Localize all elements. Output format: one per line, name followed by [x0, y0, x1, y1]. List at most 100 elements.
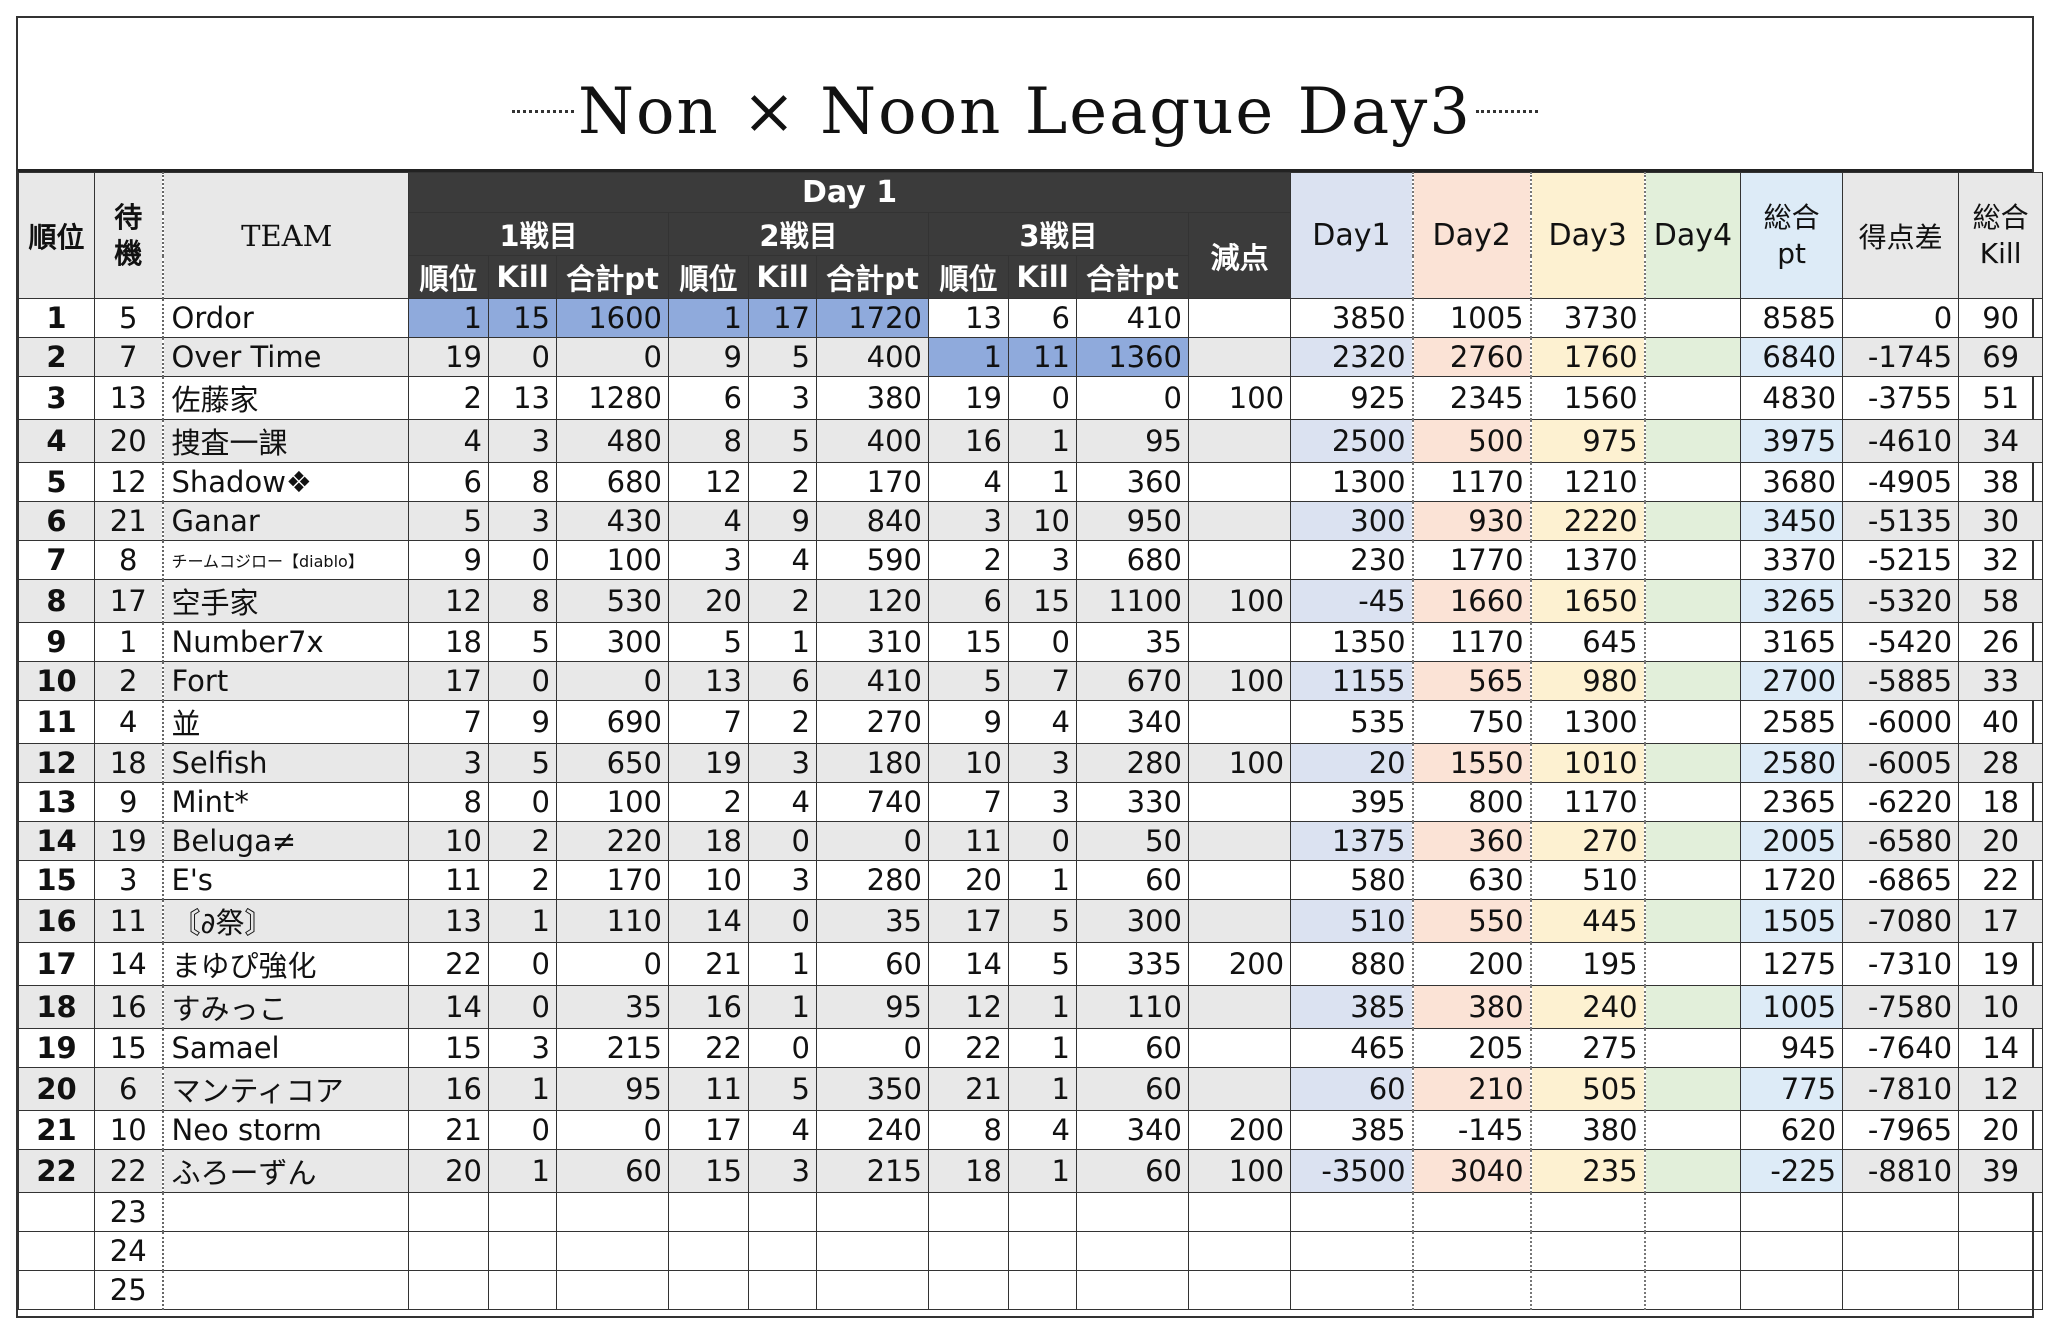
- day1-cell: 510: [1290, 899, 1414, 943]
- match1-rank-cell: 3: [408, 743, 489, 783]
- total-pt-cell: 1275: [1740, 942, 1844, 986]
- penalty-cell: [1187, 985, 1292, 1029]
- rank-cell: [18, 1231, 95, 1271]
- day1-cell: 395: [1290, 782, 1414, 822]
- diff-cell: -8810: [1842, 1149, 1960, 1193]
- match1-points-cell: 0: [556, 1110, 669, 1150]
- match3-rank-cell: 14: [928, 942, 1009, 986]
- day3-cell: 270: [1530, 821, 1646, 861]
- header-m1-rank: 順位: [408, 255, 489, 299]
- total-kill-cell: 33: [1958, 661, 2044, 701]
- day4-cell: [1644, 501, 1742, 541]
- match3-kill-cell: 4: [1008, 1110, 1077, 1150]
- empty-cell: [928, 1192, 1009, 1232]
- match1-kill-cell: 1: [488, 899, 557, 943]
- penalty-cell: [1187, 1067, 1292, 1111]
- match3-kill-cell: 7: [1008, 661, 1077, 701]
- match1-kill-cell: 15: [488, 298, 557, 338]
- standby-cell: 4: [94, 700, 163, 744]
- match3-rank-cell: 21: [928, 1067, 1009, 1111]
- total-pt-cell: 3680: [1740, 462, 1844, 502]
- match2-rank-cell: 11: [668, 1067, 749, 1111]
- match1-rank-cell: 17: [408, 661, 489, 701]
- match2-rank-cell: 15: [668, 1149, 749, 1193]
- standby-cell: 2: [94, 661, 163, 701]
- match1-kill-cell: 0: [488, 337, 557, 377]
- match3-rank-cell: 7: [928, 782, 1009, 822]
- empty-row: 23: [18, 1192, 2044, 1232]
- match3-kill-cell: 1: [1008, 985, 1077, 1029]
- match2-points-cell: 95: [816, 985, 929, 1029]
- standby-cell: 16: [94, 985, 163, 1029]
- day2-cell: 800: [1412, 782, 1532, 822]
- match2-rank-cell: 5: [668, 622, 749, 662]
- match2-kill-cell: 5: [748, 337, 817, 377]
- day3-cell: 1010: [1530, 743, 1646, 783]
- match1-points-cell: 650: [556, 743, 669, 783]
- day3-cell: 980: [1530, 661, 1646, 701]
- match1-kill-cell: 2: [488, 821, 557, 861]
- match3-rank-cell: 10: [928, 743, 1009, 783]
- penalty-cell: [1187, 622, 1292, 662]
- match3-kill-cell: 1: [1008, 1067, 1077, 1111]
- diff-cell: -6865: [1842, 860, 1960, 900]
- day2-cell: [1412, 1270, 1532, 1310]
- diff-cell: -5320: [1842, 579, 1960, 623]
- day3-cell: 195: [1530, 942, 1646, 986]
- match1-points-cell: 1280: [556, 376, 669, 420]
- day2-cell: 1170: [1412, 622, 1532, 662]
- total-kill-cell: [1958, 1192, 2044, 1232]
- match1-points-cell: 35: [556, 985, 669, 1029]
- match2-points-cell: 380: [816, 376, 929, 420]
- match2-rank-cell: 7: [668, 700, 749, 744]
- empty-cell: [668, 1231, 749, 1271]
- day1-cell: 3850: [1290, 298, 1414, 338]
- empty-cell: [668, 1192, 749, 1232]
- empty-cell: [816, 1231, 929, 1271]
- total-kill-cell: [1958, 1270, 2044, 1310]
- day1-cell: 535: [1290, 700, 1414, 744]
- day3-cell: 1210: [1530, 462, 1646, 502]
- empty-cell: [556, 1231, 669, 1271]
- match1-kill-cell: 8: [488, 462, 557, 502]
- header-match2: 2戦目: [668, 212, 929, 256]
- day4-cell: [1644, 821, 1742, 861]
- day2-cell: 200: [1412, 942, 1532, 986]
- match2-rank-cell: 22: [668, 1028, 749, 1068]
- header-m1-pts: 合計pt: [556, 255, 669, 299]
- match1-kill-cell: 1: [488, 1067, 557, 1111]
- match3-points-cell: 300: [1076, 899, 1189, 943]
- match3-points-cell: 60: [1076, 1028, 1189, 1068]
- day2-cell: 1170: [1412, 462, 1532, 502]
- total-kill-cell: 40: [1958, 700, 2044, 744]
- day3-cell: 3730: [1530, 298, 1646, 338]
- table-row: 4 20 捜査一課 4 3 480 8 5 400 16 1 95 2500 500 975 3975 -461…: [18, 419, 2044, 463]
- empty-cell: [1076, 1192, 1189, 1232]
- header-match1: 1戦目: [408, 212, 669, 256]
- match1-rank-cell: 22: [408, 942, 489, 986]
- day3-cell: [1530, 1270, 1646, 1310]
- match1-kill-cell: 3: [488, 419, 557, 463]
- day4-cell: [1644, 700, 1742, 744]
- match3-points-cell: 680: [1076, 540, 1189, 580]
- rank-cell: 15: [18, 860, 95, 900]
- day4-cell: [1644, 661, 1742, 701]
- empty-cell: [748, 1231, 817, 1271]
- match3-points-cell: 60: [1076, 1067, 1189, 1111]
- standby-cell: 7: [94, 337, 163, 377]
- match1-kill-cell: 3: [488, 1028, 557, 1068]
- diff-cell: -6580: [1842, 821, 1960, 861]
- match2-rank-cell: 18: [668, 821, 749, 861]
- match1-rank-cell: 1: [408, 298, 489, 338]
- total-kill-cell: 18: [1958, 782, 2044, 822]
- total-kill-cell: 17: [1958, 899, 2044, 943]
- total-pt-cell: [1740, 1270, 1844, 1310]
- match1-rank-cell: 8: [408, 782, 489, 822]
- match1-points-cell: 95: [556, 1067, 669, 1111]
- match2-rank-cell: 9: [668, 337, 749, 377]
- total-pt-cell: [1740, 1231, 1844, 1271]
- match2-kill-cell: 2: [748, 462, 817, 502]
- team-name-cell: まゆぴ強化: [161, 942, 409, 986]
- match2-points-cell: 350: [816, 1067, 929, 1111]
- day1-cell: 1375: [1290, 821, 1414, 861]
